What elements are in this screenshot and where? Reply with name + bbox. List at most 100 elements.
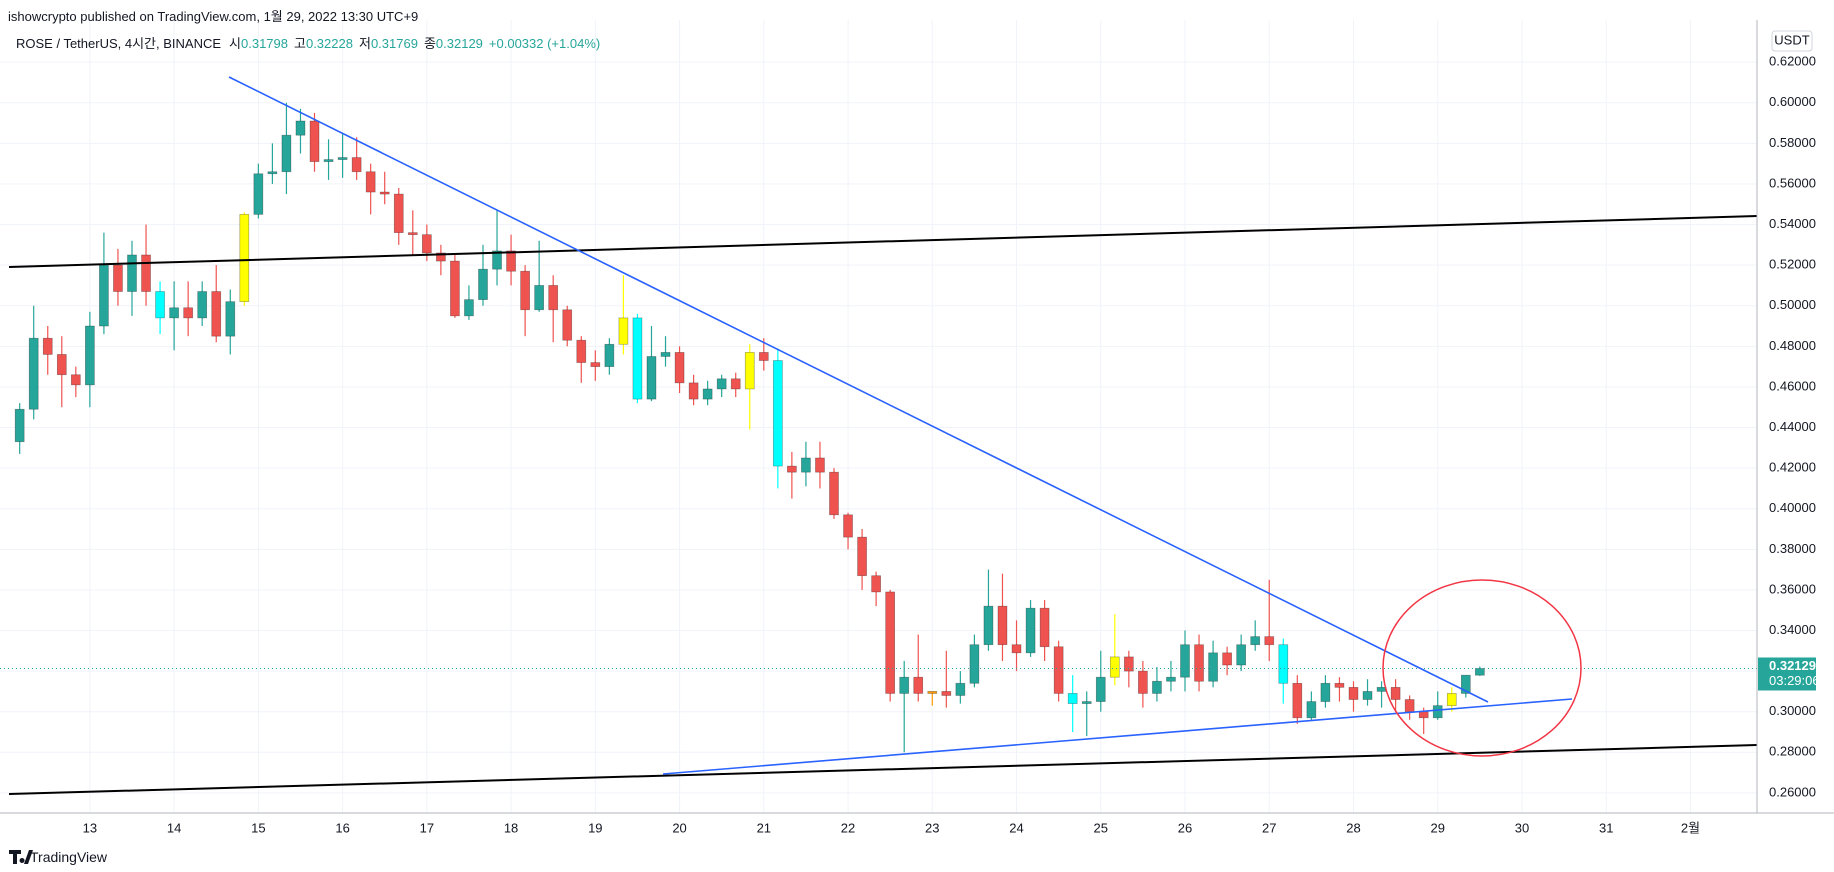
x-tick-label: 15 [251,820,265,835]
candle-body [28,337,39,410]
candle-body [955,682,966,696]
x-tick-label: 26 [1178,820,1192,835]
candle-body [688,382,699,400]
candle-body [871,575,881,593]
x-tick-label: 2월 [1681,820,1700,835]
candle-body [660,352,671,357]
candle-body [744,352,755,390]
x-tick-label: 27 [1262,820,1276,835]
candle-body [70,374,81,386]
candle-body [730,378,741,390]
symbol-legend: ROSE / TetherUS, 4시간, BINANCE 시0.31798 고0.… [16,33,606,52]
y-tick-label: 0.48000 [1769,338,1816,353]
candle-body [1362,691,1373,700]
change: +0.00332 (+1.04%) [488,36,601,51]
candle-body [1025,607,1036,654]
candle-body [1432,705,1443,719]
candle-body [1446,693,1457,706]
candle-body [1138,670,1148,694]
x-tick-label: 16 [335,820,349,835]
candle-body [927,691,938,694]
y-tick-label: 0.34000 [1769,622,1816,637]
candle-body [464,299,474,317]
currency-box [1771,30,1813,52]
y-tick-label: 0.60000 [1769,94,1816,109]
price-label-box [1758,657,1816,691]
candle-body [421,234,432,254]
ohlc-label: 저 [358,36,371,51]
candle-body [169,307,179,319]
candle-body [1292,682,1303,719]
candle-body [758,352,769,361]
y-tick-label: 0.28000 [1769,744,1816,759]
candle-body [281,134,292,173]
candle-body [1039,607,1050,648]
candle-body [1123,656,1134,672]
candle-body [1404,699,1415,713]
highlight-circle [1382,579,1582,757]
candle-body [393,193,404,233]
y-tick-label: 0.56000 [1769,175,1816,190]
ohlc-label: 고 [294,36,306,51]
candle-body [941,691,952,696]
price-label: 0.32129 [1769,658,1816,673]
currency: USDT [1774,32,1809,47]
candle-body [702,388,713,400]
candle-body [1418,711,1429,719]
x-tick-label: 13 [83,820,97,835]
candle-body [141,254,151,292]
candle-body [604,343,615,367]
candle-body [225,301,236,337]
candle-body [323,159,334,162]
candle-body [1460,674,1471,694]
x-tick-label: 25 [1094,820,1108,835]
candle-body [562,309,573,341]
candle-body [1095,676,1106,702]
candle-body [1194,644,1204,682]
candle-body [1109,656,1120,678]
ohlc-value: 0.32228 [305,36,353,51]
candle-body [478,268,488,300]
x-tick-label: 18 [504,820,518,835]
candle-body [337,157,348,160]
y-tick-label: 0.58000 [1769,135,1816,150]
candle-body [548,285,559,311]
ohlc-label: 시 [229,36,241,51]
logo-icon [9,850,33,864]
candle-body [267,171,278,175]
candle-body [407,232,418,236]
candle-body [155,291,165,319]
drawings [8,76,1758,795]
candle-body [1208,652,1218,682]
candle-body [815,457,825,473]
brand-logo [9,850,33,864]
candle-body [1180,644,1190,678]
countdown: 03:29:06 [1769,673,1820,688]
x-tick-label: 21 [757,820,771,835]
candle-body [379,191,390,195]
candle-body [1278,644,1289,684]
candle-body [1081,701,1092,704]
candle-body [351,157,362,173]
candle-body [646,356,657,400]
x-tick-label: 23 [925,820,939,835]
trend-line [8,744,1758,795]
candle-body [506,250,516,272]
candle-body [14,408,25,443]
y-tick-label: 0.36000 [1769,581,1816,596]
candle-body [197,291,208,319]
y-tick-label: 0.50000 [1769,297,1816,312]
candle-body [1250,636,1261,646]
axes: USDT 0.260000.280000.300000.320000.34000… [0,20,1834,835]
candle-body [1376,686,1387,692]
candle-body [1166,676,1176,682]
candle-body [492,250,502,270]
candle-body [857,536,867,577]
y-tick-label: 0.26000 [1769,784,1816,799]
y-tick-label: 0.40000 [1769,500,1816,515]
trend-line [8,215,1758,268]
candle-body [1348,686,1359,700]
x-tick-label: 19 [588,820,602,835]
